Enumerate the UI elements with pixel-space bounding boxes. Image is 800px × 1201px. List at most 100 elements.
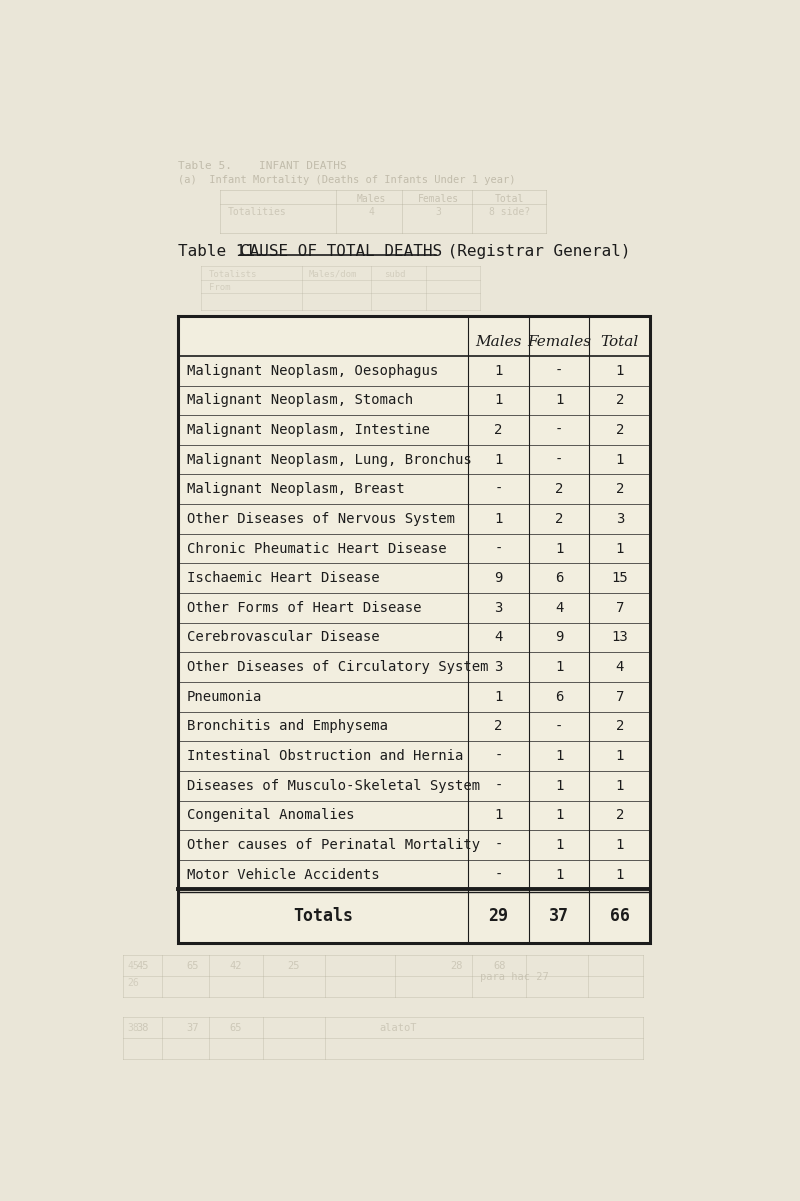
Text: alatoT: alatoT [379,1023,417,1033]
Text: 2: 2 [494,423,502,437]
Text: 8 side?: 8 side? [489,208,530,217]
Text: 2: 2 [555,512,563,526]
Text: 4: 4 [615,661,624,674]
Text: Malignant Neoplasm, Lung, Bronchus: Malignant Neoplasm, Lung, Bronchus [187,453,471,467]
Text: Pneumonia: Pneumonia [187,689,262,704]
Text: 65: 65 [186,961,199,972]
Text: Congenital Anomalies: Congenital Anomalies [187,808,354,823]
Text: 2: 2 [615,719,624,734]
Text: Females: Females [527,335,591,348]
Text: 7: 7 [615,689,624,704]
Text: Malignant Neoplasm, Stomach: Malignant Neoplasm, Stomach [187,394,413,407]
Text: 1: 1 [615,364,624,377]
Text: 66: 66 [610,908,630,926]
Text: 1: 1 [615,867,624,882]
Text: 6: 6 [555,689,563,704]
Text: 1: 1 [555,778,563,793]
Text: Other causes of Perinatal Mortality: Other causes of Perinatal Mortality [187,838,480,852]
Text: 29: 29 [489,908,509,926]
Text: 1: 1 [494,394,502,407]
Text: 3: 3 [494,661,502,674]
Text: Ischaemic Heart Disease: Ischaemic Heart Disease [187,572,379,585]
Text: -: - [555,364,563,377]
Bar [178,316,650,943]
Text: Males: Males [357,195,386,204]
Text: 1: 1 [555,838,563,852]
Text: Totalities: Totalities [228,208,286,217]
Text: 6: 6 [555,572,563,585]
Text: 9: 9 [494,572,502,585]
Text: -: - [494,867,502,882]
Text: -: - [494,542,502,556]
Text: 9: 9 [555,631,563,645]
Text: -: - [494,749,502,763]
Text: para hac 27: para hac 27 [480,972,549,982]
Text: 1: 1 [494,512,502,526]
Bar [178,316,650,943]
Text: 1: 1 [494,808,502,823]
Text: Motor Vehicle Accidents: Motor Vehicle Accidents [187,867,379,882]
Text: 7: 7 [615,600,624,615]
Text: 3: 3 [615,512,624,526]
Text: 3: 3 [436,208,442,217]
Text: Other Diseases of Nervous System: Other Diseases of Nervous System [187,512,454,526]
Text: Total: Total [494,195,524,204]
Text: CAUSE OF TOTAL DEATHS: CAUSE OF TOTAL DEATHS [240,244,442,259]
Text: 2: 2 [615,423,624,437]
Text: Total: Total [601,335,639,348]
Text: 2: 2 [494,719,502,734]
Text: -: - [494,778,502,793]
Text: 25: 25 [287,961,300,972]
Text: 37: 37 [186,1023,199,1033]
Text: 13: 13 [611,631,628,645]
Text: 2: 2 [615,483,624,496]
Text: 1: 1 [615,749,624,763]
Text: 1: 1 [555,542,563,556]
Text: -: - [555,453,563,467]
Text: 1: 1 [615,542,624,556]
Text: 38: 38 [127,1023,139,1033]
Text: 1: 1 [615,453,624,467]
Text: -: - [494,483,502,496]
Text: 4: 4 [555,600,563,615]
Text: 28: 28 [450,961,462,972]
Text: 1: 1 [555,394,563,407]
Text: Cerebrovascular Disease: Cerebrovascular Disease [187,631,379,645]
Text: 42: 42 [230,961,242,972]
Text: 1: 1 [555,661,563,674]
Text: 15: 15 [611,572,628,585]
Text: Intestinal Obstruction and Hernia: Intestinal Obstruction and Hernia [187,749,463,763]
Text: Malignant Neoplasm, Oesophagus: Malignant Neoplasm, Oesophagus [187,364,438,377]
Text: Malignant Neoplasm, Breast: Malignant Neoplasm, Breast [187,483,405,496]
Text: 2: 2 [555,483,563,496]
Text: 1: 1 [494,453,502,467]
Text: -: - [555,719,563,734]
Text: 4: 4 [494,631,502,645]
Text: 37: 37 [549,908,569,926]
Text: Other Forms of Heart Disease: Other Forms of Heart Disease [187,600,422,615]
Text: 2: 2 [615,394,624,407]
Text: 38: 38 [136,1023,149,1033]
Text: 45: 45 [136,961,149,972]
Text: -: - [494,838,502,852]
Text: 1: 1 [615,778,624,793]
Text: Totalists: Totalists [209,270,257,279]
Text: Males: Males [475,335,522,348]
Text: Totals: Totals [293,908,353,926]
Text: 2: 2 [615,808,624,823]
Text: (a)  Infant Mortality (Deaths of Infants Under 1 year): (a) Infant Mortality (Deaths of Infants … [178,175,515,185]
Text: Other Diseases of Circulatory System: Other Diseases of Circulatory System [187,661,488,674]
Text: 45: 45 [127,961,139,972]
Text: 1: 1 [615,838,624,852]
Text: Diseases of Musculo-Skeletal System: Diseases of Musculo-Skeletal System [187,778,480,793]
Text: 26: 26 [127,978,139,988]
Text: 1: 1 [555,749,563,763]
Text: Bronchitis and Emphysema: Bronchitis and Emphysema [187,719,388,734]
Text: -: - [555,423,563,437]
Text: 1: 1 [494,689,502,704]
Text: 1: 1 [555,808,563,823]
Text: Malignant Neoplasm, Intestine: Malignant Neoplasm, Intestine [187,423,430,437]
Text: Table 11.: Table 11. [178,244,283,259]
Text: Males/dom: Males/dom [308,270,357,279]
Text: Females: Females [418,195,459,204]
